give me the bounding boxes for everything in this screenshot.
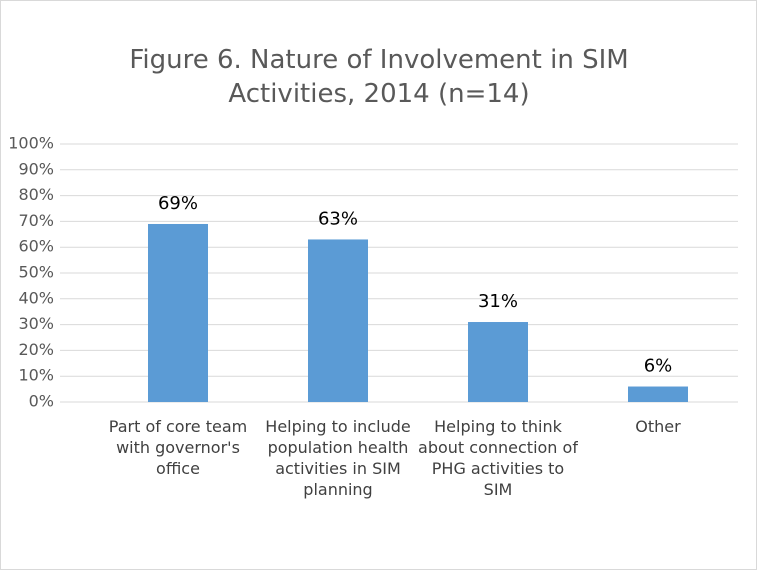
y-tick-label: 50% — [18, 263, 54, 282]
x-tick-label-box: Helping to include population health act… — [265, 417, 411, 499]
value-label: 69% — [158, 193, 198, 214]
y-tick-label: 90% — [18, 159, 54, 178]
bar — [148, 223, 208, 402]
bar — [308, 239, 368, 402]
x-tick-label: Other — [635, 417, 681, 436]
x-tick-label: Helping to think about connection of PHG… — [418, 417, 578, 499]
x-tick-label: Helping to include population health act… — [265, 417, 411, 499]
x-tick-label-box: Part of core team with governor's office — [108, 417, 248, 478]
y-tick-label: 0% — [29, 392, 54, 411]
x-tick-label-box: Other — [635, 417, 681, 436]
x-tick-label: Part of core team with governor's office — [108, 417, 248, 478]
y-tick-label: 100% — [8, 134, 54, 153]
y-tick-label: 70% — [18, 211, 54, 230]
bar — [468, 322, 528, 402]
y-tick-label: 10% — [18, 366, 54, 385]
y-tick-label: 40% — [18, 288, 54, 307]
value-label: 31% — [478, 291, 518, 312]
y-tick-label: 30% — [18, 314, 54, 333]
bar — [628, 386, 688, 402]
x-tick-label-box: Helping to think about connection of PHG… — [418, 417, 578, 499]
y-tick-label: 60% — [18, 237, 54, 256]
y-tick-label: 20% — [18, 340, 54, 359]
value-label: 6% — [644, 356, 673, 377]
y-tick-label: 80% — [18, 185, 54, 204]
chart-title: Figure 6. Nature of Involvement in SIM Ac… — [129, 45, 628, 109]
value-label: 63% — [318, 208, 358, 229]
